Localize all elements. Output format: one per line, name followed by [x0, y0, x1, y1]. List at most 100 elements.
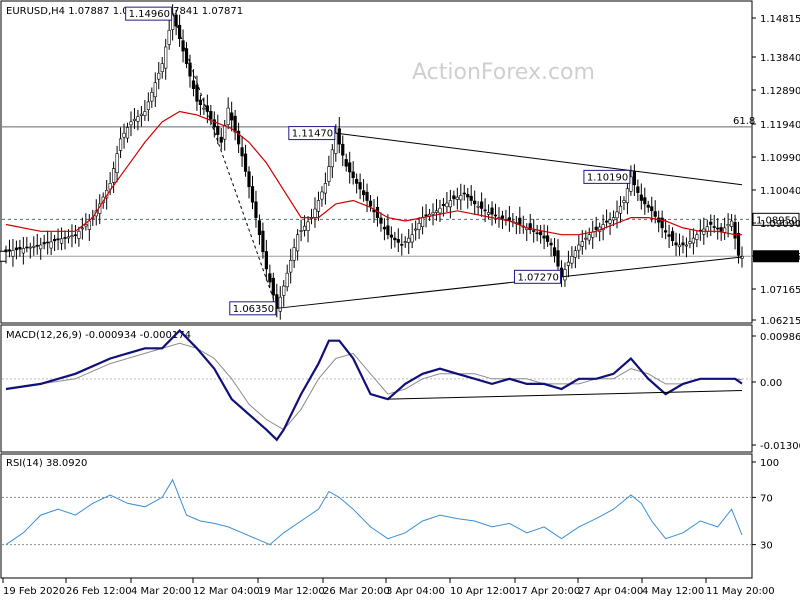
candle-body: [118, 138, 123, 151]
candle-body: [410, 234, 414, 243]
candle-body: [486, 212, 491, 215]
candle-body: [181, 40, 185, 52]
candle-body: [729, 220, 734, 227]
candle-body: [625, 188, 630, 204]
price-y-tick-label: 1.14815: [760, 14, 800, 25]
candle-body: [466, 194, 470, 198]
candle-body: [368, 200, 373, 207]
candle-body: [733, 222, 737, 239]
level-label: 1.08950: [756, 215, 797, 226]
candle-body: [549, 242, 553, 246]
candle-body: [636, 186, 640, 193]
x-tick-label: 17 Apr 20:00: [515, 586, 580, 597]
candle-body: [261, 230, 265, 253]
trendline: [172, 13, 278, 309]
candle-body: [302, 225, 307, 231]
candle-body: [736, 233, 741, 256]
candle-body: [587, 234, 591, 241]
candle-body: [285, 272, 289, 288]
candle-body: [80, 227, 84, 230]
candle-body: [21, 248, 25, 254]
candle-body: [150, 92, 154, 102]
price-annotation-label: 1.10190: [587, 172, 628, 183]
candle-body: [608, 219, 612, 224]
candle-body: [618, 205, 623, 214]
candle-body: [396, 239, 400, 243]
price-y-tick-label: 1.10990: [760, 153, 800, 164]
candle-body: [459, 195, 463, 201]
candle-body: [209, 110, 213, 120]
candle-body: [528, 223, 532, 230]
candle-body: [577, 244, 581, 251]
candle-body: [296, 234, 300, 252]
candle-body: [480, 201, 484, 209]
candle-body: [563, 269, 567, 281]
candle-body: [278, 296, 282, 312]
candle-body: [28, 246, 32, 249]
candle-body: [462, 192, 466, 195]
candle-body: [643, 197, 647, 205]
candle-body: [483, 209, 487, 212]
rsi-y-tick-label: 70: [760, 493, 773, 504]
candle-body: [125, 127, 130, 139]
candle-body: [452, 195, 456, 200]
price-annotation-box: [583, 169, 631, 184]
candle-body: [320, 191, 324, 200]
price-y-tick-label: 1.06215: [760, 316, 800, 327]
candle-body: [664, 230, 668, 233]
candle-body: [389, 234, 393, 238]
candle-body: [400, 244, 404, 246]
candle-body: [629, 176, 633, 192]
candle-body: [139, 113, 143, 116]
x-tick-label: 12 Mar 04:00: [193, 586, 260, 597]
candle-body: [594, 226, 598, 230]
candle-body: [382, 226, 387, 230]
candle-body: [580, 241, 584, 247]
candle-body: [230, 112, 234, 121]
candle-body: [688, 241, 692, 244]
x-tick-label: 3 Apr 04:00: [386, 586, 445, 597]
candle-body: [434, 210, 439, 213]
candle-body: [330, 149, 334, 168]
price-annotation-label: 1.06350: [233, 304, 274, 315]
candle-body: [535, 232, 539, 235]
candle-body: [670, 231, 675, 242]
candle-body: [146, 101, 150, 110]
price-y-tick-label: 1.12890: [760, 86, 800, 97]
candle-body: [268, 273, 272, 283]
candle-body: [327, 166, 331, 182]
candle-body: [70, 235, 74, 238]
candle-body: [32, 246, 36, 248]
candle-body: [705, 226, 709, 232]
candle-body: [53, 238, 57, 242]
price-y-tick-label: 1.09090: [760, 219, 800, 230]
price-y-tick-label: 1.13840: [760, 53, 800, 64]
candle-body: [448, 200, 452, 208]
macd-panel-title: MACD(12,26,9) -0.000934 -0.000174: [6, 330, 191, 341]
candle-body: [132, 118, 137, 121]
price-annotation-label: 1.14960: [129, 9, 170, 20]
candle-body: [219, 136, 223, 143]
candle-body: [348, 162, 352, 173]
candle-body: [87, 220, 91, 230]
fib-level-label: 61.8: [733, 116, 755, 127]
candle-body: [584, 237, 588, 240]
macd-layer: [2, 329, 752, 442]
candle-body: [455, 196, 459, 200]
candle-body: [212, 119, 216, 128]
candle-body: [11, 250, 15, 257]
candle-body: [233, 115, 237, 133]
candle-body: [257, 220, 262, 236]
candle-body: [719, 227, 723, 232]
candle-body: [469, 195, 473, 201]
candle-body: [216, 125, 220, 135]
rsi-y-tick-label: 30: [760, 541, 773, 552]
x-tick-label: 4 Mar 20:00: [131, 586, 191, 597]
candle-body: [143, 111, 147, 116]
candle-body: [292, 247, 296, 261]
x-tick-label: 26 Feb 12:00: [66, 586, 132, 597]
x-tick-label: 10 Apr 12:00: [450, 586, 515, 597]
candle-body: [539, 231, 543, 236]
candle-body: [184, 48, 189, 64]
rsi-y-tick-label: 100: [760, 458, 779, 469]
